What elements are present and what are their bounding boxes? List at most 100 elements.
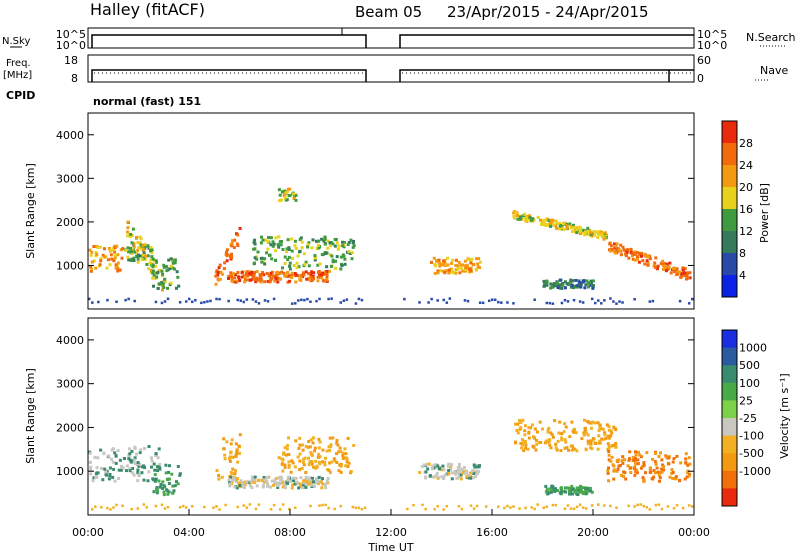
data-cell	[143, 447, 146, 451]
data-cell	[129, 246, 132, 250]
data-cell	[269, 485, 272, 489]
data-cell	[225, 259, 229, 263]
data-cell	[329, 264, 333, 268]
data-cell	[475, 268, 478, 272]
ground-scatter-cell	[436, 299, 439, 302]
data-cell	[593, 233, 597, 237]
data-cell	[519, 215, 523, 219]
data-cell	[147, 445, 151, 448]
data-cell	[523, 429, 527, 433]
data-cell	[548, 221, 552, 225]
ground-scatter-cell	[487, 299, 491, 303]
data-cell	[519, 441, 523, 445]
power-color-cell	[722, 143, 737, 166]
data-cell	[161, 288, 164, 292]
data-cell	[664, 266, 668, 270]
data-cell	[318, 462, 322, 466]
data-cell	[574, 278, 578, 282]
data-cell	[226, 275, 230, 278]
data-cell	[565, 282, 569, 286]
data-cell	[117, 468, 121, 472]
data-cell	[317, 437, 321, 441]
ground-scatter-cell	[154, 300, 158, 304]
power-colorbar-tick: 24	[739, 159, 753, 172]
data-cell	[581, 486, 585, 490]
data-cell	[610, 444, 613, 448]
data-cell	[629, 251, 633, 255]
data-cell	[286, 274, 290, 278]
ground-scatter-cell	[551, 503, 555, 507]
data-cell	[164, 463, 168, 467]
ground-scatter-cell	[678, 299, 682, 303]
data-cell	[121, 247, 125, 251]
data-cell	[607, 453, 611, 457]
data-cell	[465, 264, 469, 268]
data-cell	[568, 435, 572, 439]
ground-scatter-cell	[166, 297, 170, 301]
data-cell	[438, 261, 442, 265]
data-cell	[561, 282, 564, 286]
ground-scatter-cell	[494, 298, 497, 302]
data-cell	[273, 478, 277, 482]
data-cell	[540, 223, 543, 226]
noise-tick-right-bottom: 10^0	[697, 39, 727, 52]
data-cell	[328, 241, 332, 245]
data-cell	[148, 261, 152, 265]
data-cell	[593, 421, 597, 425]
data-cell	[241, 483, 245, 487]
ground-scatter-cell	[442, 508, 446, 511]
data-cell	[235, 452, 239, 456]
data-cell	[236, 279, 240, 283]
data-cell	[684, 273, 688, 277]
data-cell	[278, 240, 282, 244]
data-cell	[645, 451, 649, 455]
data-cell	[633, 456, 637, 460]
ground-scatter-cell	[309, 300, 312, 304]
data-cell	[325, 279, 329, 283]
ground-scatter-cell	[306, 297, 309, 301]
data-cell	[539, 441, 543, 444]
ground-scatter-cell	[633, 297, 636, 301]
data-cell	[337, 244, 341, 248]
data-cell	[132, 256, 136, 260]
data-cell	[139, 237, 143, 241]
data-cell	[347, 250, 351, 253]
data-cell	[476, 262, 480, 266]
data-cell	[240, 271, 244, 275]
data-cell	[160, 281, 164, 285]
data-cell	[570, 444, 574, 448]
data-cell	[618, 464, 622, 467]
data-cell	[305, 277, 309, 281]
data-cell	[428, 474, 432, 478]
data-cell	[259, 276, 263, 280]
data-cell	[574, 431, 578, 435]
data-cell	[469, 475, 473, 479]
velocity-colorbar-tick: -1000	[739, 465, 771, 478]
data-cell	[532, 435, 535, 439]
data-cell	[655, 267, 659, 271]
ground-scatter-cell	[166, 505, 170, 509]
data-cell	[307, 477, 311, 481]
data-cell	[674, 475, 678, 479]
data-cell	[519, 426, 523, 430]
data-cell	[113, 451, 117, 455]
data-cell	[344, 464, 348, 468]
data-cell	[633, 258, 637, 262]
data-cell	[304, 270, 308, 274]
ground-scatter-cell	[257, 302, 261, 305]
data-cell	[325, 276, 329, 280]
data-cell	[320, 486, 324, 490]
data-cell	[154, 452, 158, 456]
data-cell	[128, 453, 132, 457]
data-cell	[298, 436, 302, 440]
data-cell	[553, 487, 557, 491]
ground-scatter-cell	[512, 302, 515, 305]
data-cell	[243, 480, 247, 484]
data-cell	[301, 271, 305, 275]
data-cell	[584, 283, 588, 287]
data-cell	[142, 256, 146, 260]
data-cell	[564, 440, 568, 444]
ground-scatter-cell	[327, 506, 330, 510]
data-cell	[305, 480, 309, 484]
